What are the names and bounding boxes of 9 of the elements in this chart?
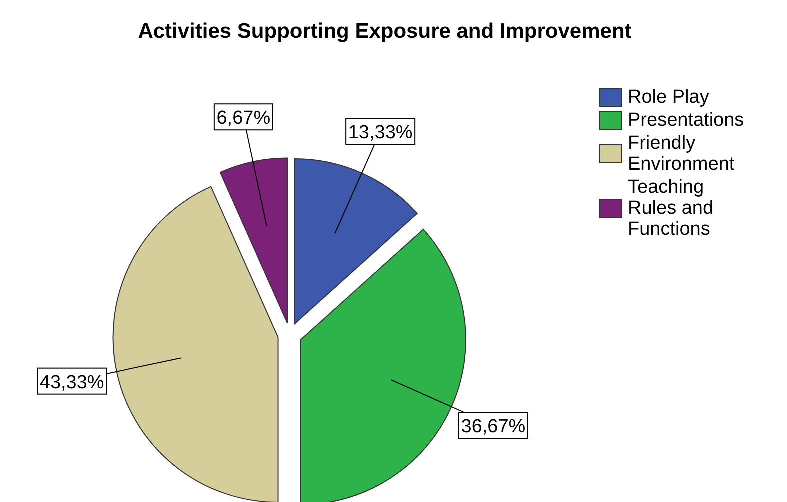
legend-label: Presentations <box>628 110 744 131</box>
legend-label: Friendly Environment <box>628 133 736 175</box>
data-label: 43,33% <box>40 372 104 394</box>
legend-label: Role Play <box>628 87 710 108</box>
chart-title: Activities Supporting Exposure and Improvement <box>138 20 632 43</box>
data-label: 36,67% <box>461 416 526 438</box>
legend-label: Teaching Rules and Functions <box>628 177 714 240</box>
data-label: 6,67% <box>216 108 271 130</box>
data-label: 13,33% <box>348 122 413 144</box>
